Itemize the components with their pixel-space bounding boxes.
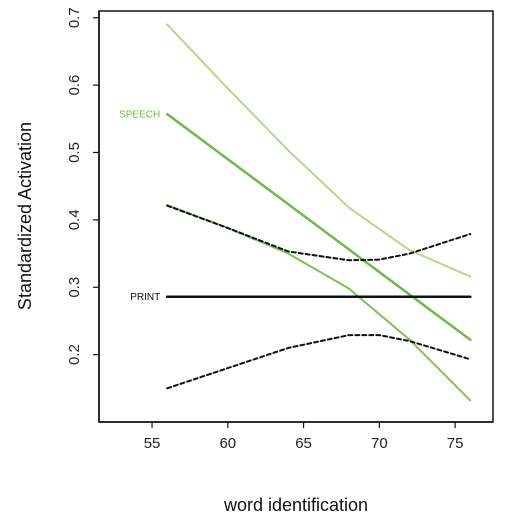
plot-frame: [98, 10, 494, 423]
x-axis: 55 60 65 70 75: [99, 421, 493, 452]
y-tick-label: 0.2: [66, 344, 83, 365]
x-tick-label: 60: [219, 435, 236, 452]
speech-line: [165, 112, 472, 342]
speech-upper-ci-line: [166, 23, 472, 278]
x-axis-title: word identification: [223, 495, 368, 515]
y-tick-label: 0.5: [66, 142, 83, 163]
y-tick-label: 0.6: [66, 75, 83, 96]
x-tick-label: 55: [144, 435, 161, 452]
speech-series-label: SPEECH: [119, 110, 160, 121]
series-label-layer: SPEECH PRINT: [119, 110, 160, 304]
x-tick-label: 70: [371, 435, 388, 452]
speech-lower-ci-line: [166, 204, 472, 402]
y-tick-label: 0.4: [66, 209, 83, 230]
print-upper-ci-line: [166, 204, 472, 262]
y-tick-label: 0.7: [66, 7, 83, 28]
x-tick-label: 65: [295, 435, 312, 452]
y-axis: 0.2 0.3 0.4 0.5 0.6 0.7: [66, 7, 100, 422]
print-series-label: PRINT: [130, 292, 160, 303]
series-layer: [165, 23, 472, 402]
y-tick-label: 0.3: [66, 277, 83, 298]
print-lower-ci-line: [166, 334, 472, 390]
x-tick-label: 75: [447, 435, 464, 452]
y-axis-title: Standardized Activation: [15, 122, 35, 310]
